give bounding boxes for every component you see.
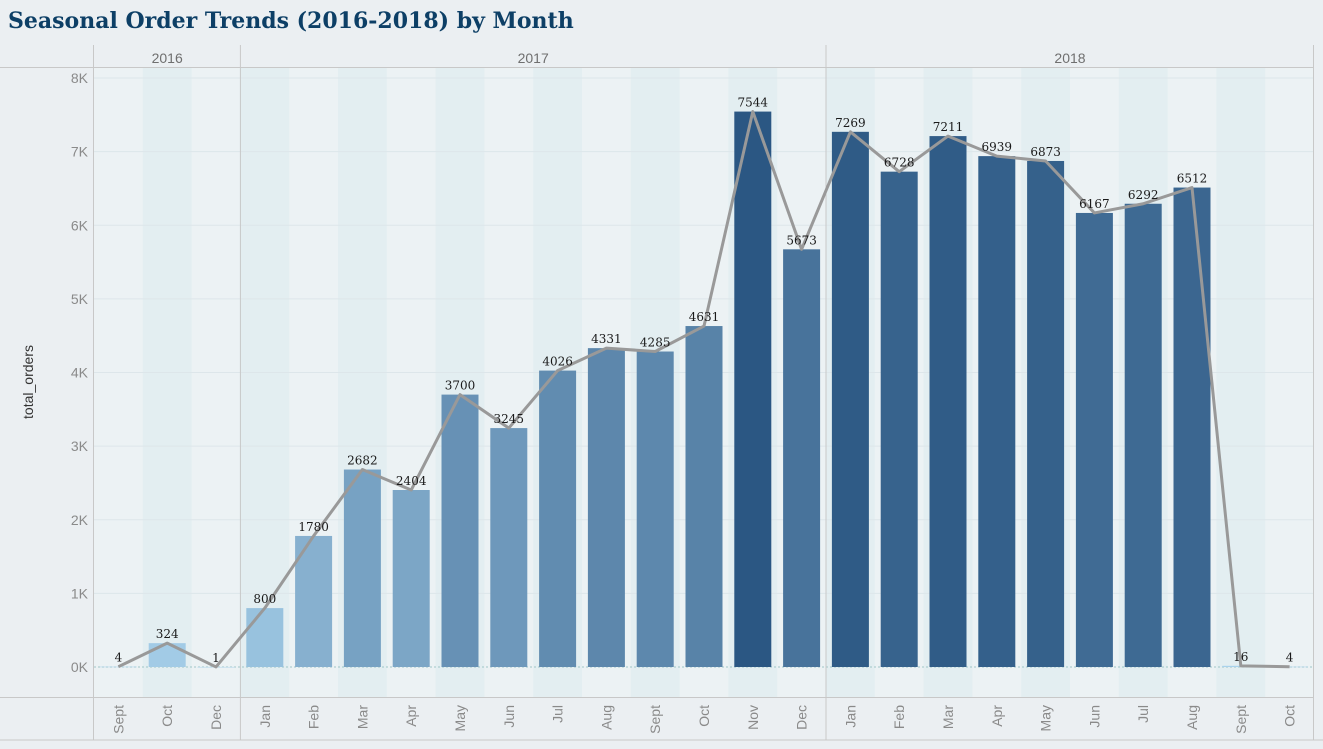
bar (685, 326, 723, 667)
data-label: 1780 (298, 520, 329, 534)
bar (1271, 666, 1309, 668)
month-label: May (452, 705, 468, 731)
y-tick-label: 5K (71, 291, 89, 307)
y-tick-label: 0K (71, 659, 89, 675)
bar (783, 249, 821, 667)
bar (148, 643, 186, 667)
bar (490, 428, 528, 667)
y-tick-label: 4K (71, 365, 89, 381)
month-label: Jun (1086, 705, 1102, 728)
bar (539, 370, 577, 667)
month-label: Sept (110, 705, 126, 734)
month-label: Jul (550, 705, 566, 723)
bar (392, 490, 430, 667)
bar (343, 469, 381, 667)
data-label: 4331 (591, 332, 622, 346)
month-label: Oct (1282, 705, 1298, 727)
bar (1027, 160, 1065, 667)
bar (587, 348, 625, 667)
bar (1075, 212, 1113, 667)
bar (978, 156, 1016, 667)
month-label: Mar (354, 705, 370, 729)
month-label: Apr (403, 705, 419, 727)
bar (99, 666, 137, 668)
data-label: 4631 (689, 310, 720, 324)
year-header-2018: 2018 (1054, 50, 1085, 66)
month-label: Aug (1184, 705, 1200, 730)
month-label: Sept (1233, 705, 1249, 734)
y-tick-label: 8K (71, 70, 89, 86)
bar (246, 608, 284, 667)
month-label: Dec (208, 705, 224, 730)
month-label: Oct (696, 705, 712, 727)
data-label: 4 (1286, 651, 1294, 665)
data-label: 6873 (1030, 145, 1061, 159)
column-band (142, 67, 192, 697)
bar (1173, 187, 1211, 667)
data-label: 7544 (738, 96, 769, 110)
column-band (240, 67, 290, 697)
month-label: Jan (257, 705, 273, 728)
month-label: Feb (891, 705, 907, 729)
bar (734, 111, 772, 667)
data-label: 16 (1233, 650, 1248, 664)
data-label: 324 (156, 627, 179, 641)
data-label: 6512 (1177, 172, 1208, 186)
y-axis-title: total_orders (20, 345, 36, 419)
month-label: Dec (794, 705, 810, 730)
bar (1124, 203, 1162, 667)
data-label: 6728 (884, 156, 915, 170)
bar (441, 394, 479, 667)
month-label: Sept (647, 705, 663, 734)
data-label: 3245 (494, 412, 525, 426)
data-label: 3700 (445, 379, 476, 393)
y-tick-label: 2K (71, 512, 89, 528)
data-label: 4026 (542, 355, 573, 369)
data-label: 800 (253, 592, 276, 606)
month-label: Apr (989, 705, 1005, 727)
data-label: 7211 (933, 120, 964, 134)
month-label: Aug (598, 705, 614, 730)
trend-line (117, 110, 1290, 669)
data-label: 4285 (640, 336, 671, 350)
y-tick-label: 3K (71, 438, 89, 454)
year-header-2017: 2017 (518, 50, 549, 66)
bar (929, 136, 967, 668)
month-label: Jun (501, 705, 517, 728)
month-label: Feb (306, 705, 322, 729)
month-label: Mar (940, 705, 956, 729)
month-label: Jan (842, 705, 858, 728)
data-label: 6292 (1128, 188, 1159, 202)
data-label: 2682 (347, 454, 378, 468)
data-label: 2404 (396, 474, 427, 488)
bar (295, 535, 333, 667)
month-label: Jul (1135, 705, 1151, 723)
month-label: Nov (745, 705, 761, 730)
month-label: May (1038, 705, 1054, 731)
month-label: Oct (159, 705, 175, 727)
data-label: 4 (115, 651, 123, 665)
bar (636, 351, 674, 667)
bar (831, 131, 869, 667)
data-label: 6167 (1079, 197, 1110, 211)
y-tick-label: 6K (71, 217, 89, 233)
y-tick-label: 1K (71, 585, 89, 601)
bar (880, 171, 918, 667)
year-header-2016: 2016 (152, 50, 183, 66)
data-label: 5673 (786, 233, 817, 247)
y-tick-label: 7K (71, 144, 89, 160)
column-band (1216, 67, 1266, 697)
chart-title: Seasonal Order Trends (2016-2018) by Mon… (8, 8, 574, 34)
data-label: 6939 (982, 140, 1013, 154)
data-label: 7269 (835, 116, 866, 130)
data-label: 1 (212, 651, 220, 665)
